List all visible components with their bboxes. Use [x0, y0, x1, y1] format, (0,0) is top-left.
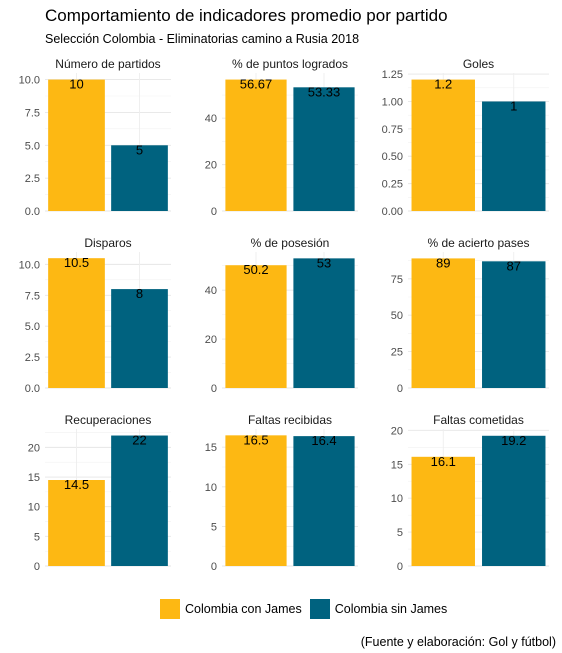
y-tick-label: 0.0 — [25, 383, 40, 395]
y-tick-label: 2.5 — [25, 352, 40, 364]
legend-label-con-james: Colombia con James — [185, 602, 302, 616]
y-tick-label: 7.5 — [25, 290, 40, 302]
data-label: 19.2 — [501, 433, 526, 448]
panel-title: Faltas cometidas — [433, 413, 524, 427]
y-tick-label: 15 — [391, 459, 403, 471]
bar-con-james — [48, 79, 105, 211]
y-tick-label: 20 — [28, 442, 40, 454]
data-label: 22 — [132, 433, 146, 448]
y-tick-label: 20 — [205, 160, 217, 172]
y-tick-label: 0.25 — [382, 179, 403, 191]
y-tick-label: 1.25 — [382, 69, 403, 81]
y-tick-label: 40 — [205, 285, 217, 297]
bar-sin-james — [293, 87, 355, 211]
legend-swatch-sin-james — [309, 599, 330, 619]
panel-title: Goles — [463, 57, 494, 71]
legend: Colombia con James Colombia sin James — [160, 599, 455, 619]
panel-title: Recuperaciones — [65, 413, 152, 427]
bar-con-james — [225, 435, 287, 566]
y-tick-label: 40 — [205, 113, 217, 125]
y-tick-label: 75 — [391, 274, 403, 286]
legend-item-sin-james: Colombia sin James — [309, 599, 448, 619]
y-tick-label: 15 — [205, 442, 217, 454]
data-label: 10.5 — [64, 255, 89, 270]
data-label: 14.5 — [64, 477, 89, 492]
y-tick-label: 0.50 — [382, 151, 403, 163]
data-label: 16.1 — [431, 454, 456, 469]
y-tick-label: 0 — [211, 383, 217, 395]
y-tick-label: 50 — [391, 310, 403, 322]
y-tick-label: 0 — [397, 383, 403, 395]
panel-title: % de acierto pases — [427, 236, 529, 250]
legend-swatch-con-james — [160, 599, 180, 619]
bar-con-james — [48, 480, 105, 566]
y-tick-label: 5 — [211, 521, 217, 533]
y-tick-label: 10 — [205, 482, 217, 494]
bar-sin-james — [111, 289, 168, 388]
chart-subtitle: Selección Colombia - Eliminatorias camin… — [45, 32, 360, 46]
panel-title: % de posesión — [251, 236, 330, 250]
y-tick-label: 0.75 — [382, 124, 403, 136]
y-tick-label: 1.00 — [382, 96, 403, 108]
y-tick-label: 25 — [391, 347, 403, 359]
panel-title: % de puntos logrados — [232, 57, 348, 71]
y-tick-label: 10.0 — [19, 75, 40, 87]
y-tick-label: 15 — [28, 472, 40, 484]
data-label: 16.4 — [311, 433, 336, 448]
data-label: 5 — [136, 142, 143, 157]
bar-sin-james — [482, 101, 546, 211]
data-label: 53.33 — [308, 84, 341, 99]
y-tick-label: 20 — [391, 425, 403, 437]
y-tick-label: 0 — [211, 561, 217, 573]
y-tick-label: 5.0 — [25, 140, 40, 152]
data-label: 8 — [136, 286, 143, 301]
bar-con-james — [411, 456, 475, 566]
data-label: 50.2 — [243, 262, 268, 277]
y-tick-label: 10 — [391, 493, 403, 505]
bar-con-james — [411, 258, 475, 388]
bar-sin-james — [482, 261, 546, 388]
data-label: 1.2 — [434, 77, 452, 92]
y-tick-label: 20 — [205, 334, 217, 346]
panel-title: Disparos — [84, 236, 131, 250]
y-tick-label: 10 — [28, 502, 40, 514]
data-label: 10 — [69, 77, 83, 92]
bar-con-james — [48, 258, 105, 388]
y-tick-label: 0 — [211, 206, 217, 218]
y-tick-label: 0 — [34, 561, 40, 573]
bar-sin-james — [111, 435, 168, 566]
y-tick-label: 5 — [34, 531, 40, 543]
source-caption: (Fuente y elaboración: Gol y fútbol) — [360, 635, 556, 649]
data-label: 87 — [507, 258, 521, 273]
bar-sin-james — [293, 436, 355, 566]
panel-title: Número de partidos — [55, 57, 160, 71]
data-label: 53 — [317, 255, 331, 270]
bar-con-james — [225, 79, 287, 212]
chart-title: Comportamiento de indicadores promedio p… — [45, 6, 448, 25]
data-label: 1 — [510, 98, 517, 113]
bar-sin-james — [293, 258, 355, 388]
legend-item-con-james: Colombia con James — [160, 599, 302, 619]
legend-label-sin-james: Colombia sin James — [334, 602, 448, 616]
y-tick-label: 0 — [397, 561, 403, 573]
panel-title: Faltas recibidas — [248, 413, 332, 427]
bar-sin-james — [482, 435, 546, 566]
bar-con-james — [411, 79, 475, 211]
y-tick-label: 10.0 — [19, 259, 40, 271]
y-tick-label: 0.00 — [382, 206, 403, 218]
data-label: 56.67 — [240, 77, 273, 92]
bar-sin-james — [111, 145, 168, 211]
y-tick-label: 0.0 — [25, 206, 40, 218]
y-tick-label: 2.5 — [25, 173, 40, 185]
bar-con-james — [225, 265, 287, 388]
y-tick-label: 7.5 — [25, 107, 40, 119]
y-tick-label: 5.0 — [25, 321, 40, 333]
data-label: 89 — [436, 255, 450, 270]
y-tick-label: 5 — [397, 527, 403, 539]
data-label: 16.5 — [243, 432, 268, 447]
